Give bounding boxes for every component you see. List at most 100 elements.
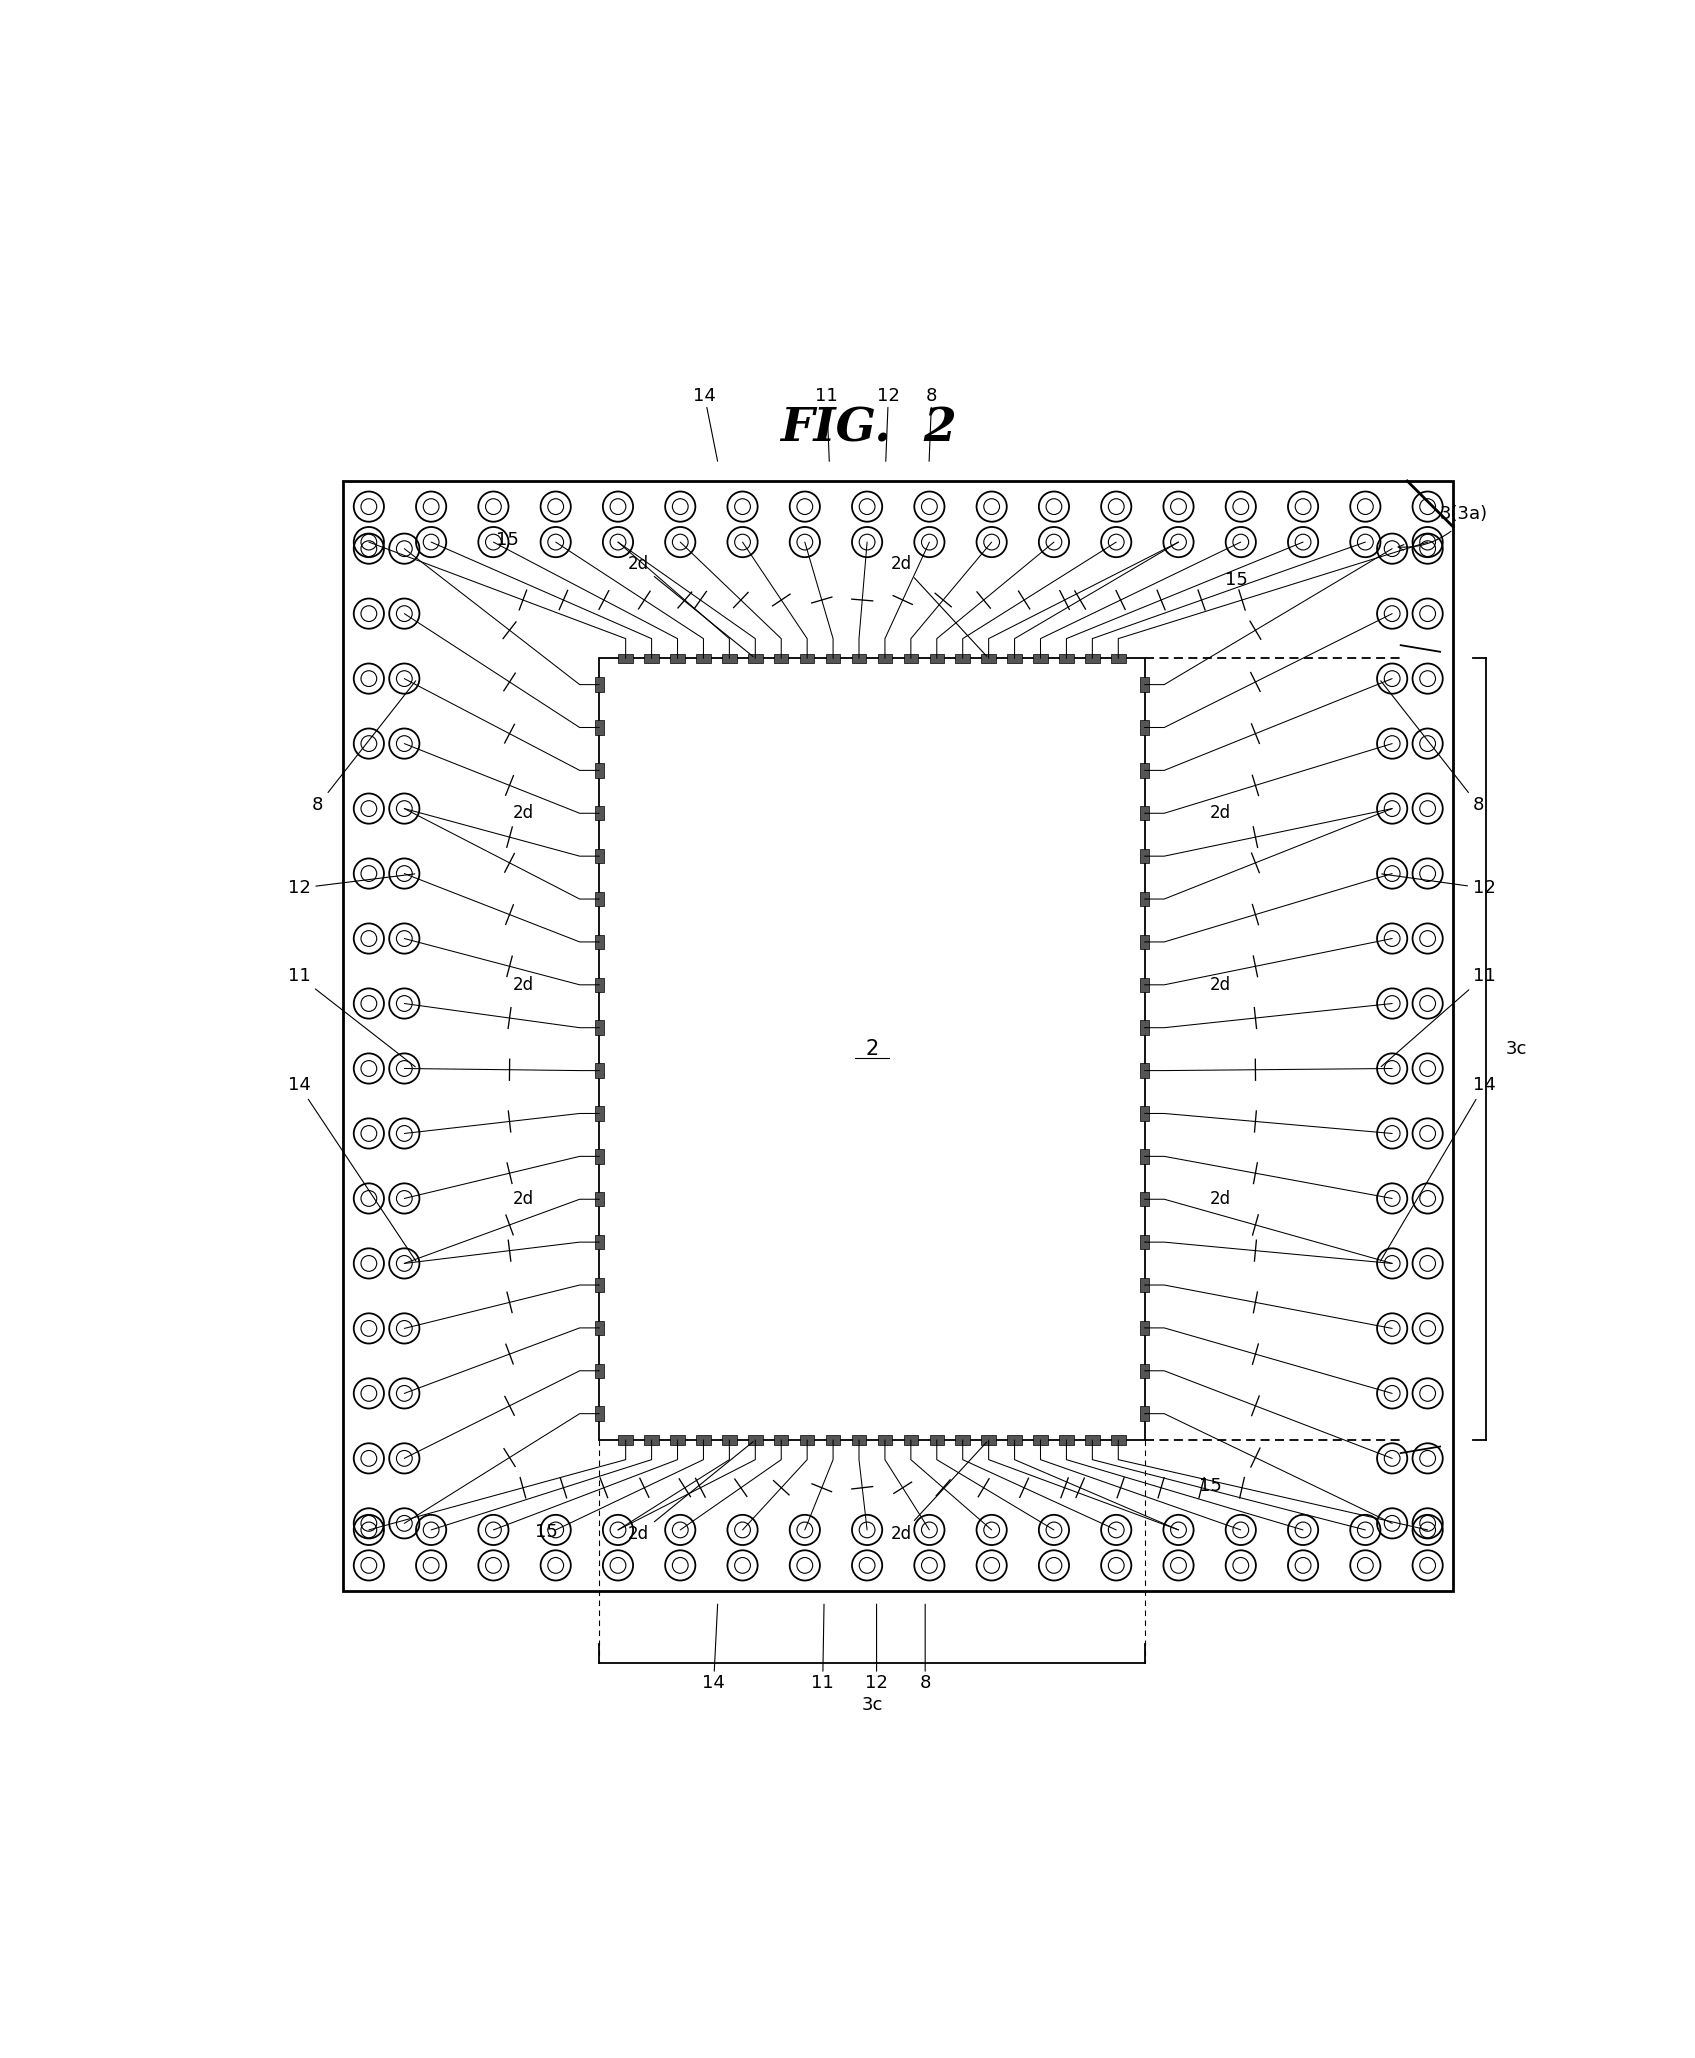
Text: 14: 14 (702, 1603, 725, 1692)
Bar (1085, 654, 1100, 663)
Bar (595, 1278, 603, 1292)
Bar (1007, 1434, 1022, 1445)
Text: 15: 15 (1198, 1478, 1222, 1494)
Bar (903, 654, 919, 663)
Bar (595, 807, 603, 821)
Bar (956, 654, 970, 663)
Bar (825, 654, 841, 663)
Bar (1141, 720, 1149, 735)
Text: 12: 12 (1381, 875, 1495, 897)
Bar (1059, 1434, 1073, 1445)
Bar (1141, 850, 1149, 864)
Text: 14: 14 (1380, 1076, 1495, 1262)
Bar (825, 1434, 841, 1445)
Text: 15: 15 (536, 1523, 558, 1541)
Bar (595, 891, 603, 906)
Bar (1034, 1434, 1048, 1445)
Bar (1059, 654, 1073, 663)
Bar (595, 1064, 603, 1078)
Text: 3c: 3c (1505, 1039, 1527, 1058)
Bar (722, 1434, 737, 1445)
Bar (722, 654, 737, 663)
Bar (1141, 1021, 1149, 1035)
Bar (1141, 891, 1149, 906)
Text: 2d: 2d (512, 805, 534, 823)
Bar (1110, 654, 1125, 663)
Bar (878, 1434, 892, 1445)
Bar (929, 654, 944, 663)
Text: 2d: 2d (892, 1443, 986, 1544)
Bar (670, 654, 685, 663)
Bar (981, 654, 997, 663)
Bar (595, 764, 603, 778)
Bar (595, 1364, 603, 1379)
Bar (1007, 654, 1022, 663)
Bar (619, 654, 632, 663)
Text: 12: 12 (876, 387, 900, 461)
Bar (956, 1434, 970, 1445)
Bar (1141, 1107, 1149, 1122)
Text: 2d: 2d (1210, 805, 1231, 823)
Text: 8: 8 (919, 1603, 931, 1692)
Bar (595, 978, 603, 992)
Bar (1141, 807, 1149, 821)
Bar (981, 1434, 997, 1445)
Bar (644, 654, 659, 663)
Bar (775, 1434, 788, 1445)
Text: 11: 11 (288, 967, 415, 1066)
Bar (800, 654, 814, 663)
Bar (1141, 1321, 1149, 1336)
Bar (644, 1434, 659, 1445)
Bar (670, 1434, 685, 1445)
Bar (1141, 1406, 1149, 1420)
Text: 3(3a): 3(3a) (1441, 504, 1488, 523)
Text: 2d: 2d (512, 1190, 534, 1208)
Text: 12: 12 (288, 875, 415, 897)
Bar (1110, 1434, 1125, 1445)
Bar (595, 1321, 603, 1336)
Bar (1034, 654, 1048, 663)
Bar (619, 1434, 632, 1445)
Bar (853, 654, 866, 663)
Text: 2d: 2d (512, 975, 534, 994)
Text: 14: 14 (693, 387, 717, 461)
Bar (595, 720, 603, 735)
Text: 11: 11 (812, 1603, 834, 1692)
Bar (1141, 934, 1149, 949)
Bar (595, 850, 603, 864)
Bar (595, 1192, 603, 1206)
Bar (595, 1148, 603, 1163)
Bar (697, 1434, 710, 1445)
Bar (1141, 978, 1149, 992)
Text: 2d: 2d (1210, 1190, 1231, 1208)
Bar (878, 654, 892, 663)
Text: 11: 11 (1381, 967, 1495, 1066)
Text: 2: 2 (866, 1039, 878, 1060)
Text: 14: 14 (288, 1076, 415, 1262)
Bar (595, 1021, 603, 1035)
Bar (747, 1434, 763, 1445)
Bar (1141, 677, 1149, 691)
Text: 11: 11 (815, 387, 837, 461)
Text: 8: 8 (312, 681, 415, 815)
Text: 2d: 2d (629, 1443, 753, 1544)
Bar (1141, 1064, 1149, 1078)
Bar (1141, 1192, 1149, 1206)
Text: 8: 8 (1381, 681, 1485, 815)
Bar (1141, 1364, 1149, 1379)
Text: 2d: 2d (892, 556, 986, 657)
Bar (595, 1107, 603, 1122)
Text: 3c: 3c (861, 1696, 883, 1714)
Text: 15: 15 (497, 531, 519, 549)
Bar (853, 1434, 866, 1445)
Bar (800, 1434, 814, 1445)
Bar (595, 1406, 603, 1420)
Bar (595, 677, 603, 691)
Bar (903, 1434, 919, 1445)
Text: 8: 8 (925, 387, 937, 461)
Bar (1141, 1148, 1149, 1163)
Text: 12: 12 (864, 1603, 888, 1692)
Bar (747, 654, 763, 663)
Text: 15: 15 (1225, 570, 1248, 589)
Bar (1085, 1434, 1100, 1445)
